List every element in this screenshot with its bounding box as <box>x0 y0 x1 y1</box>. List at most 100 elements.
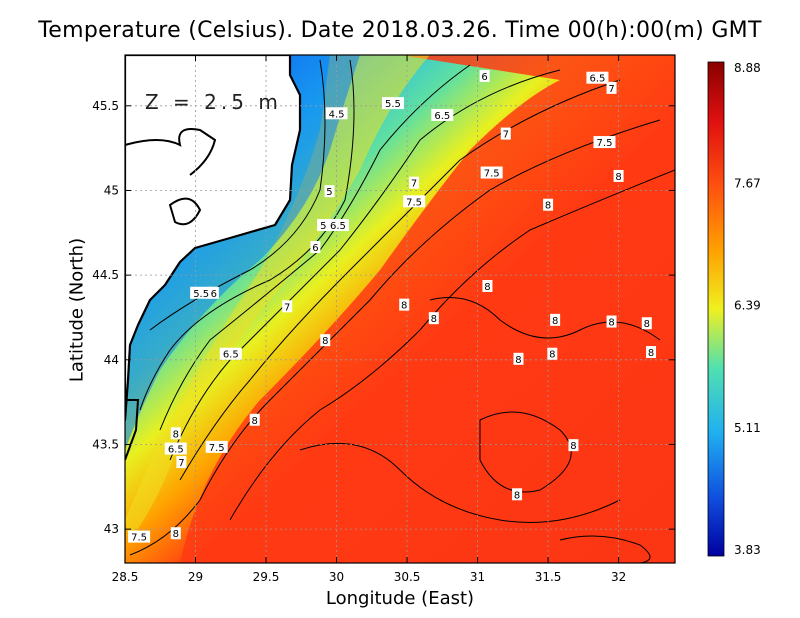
contour-label-bg <box>431 108 454 121</box>
contour-lines <box>129 59 675 563</box>
contour-label: 6.5 <box>589 74 605 85</box>
contour-label: 8 <box>615 172 621 183</box>
contour-label: 8 <box>515 355 521 366</box>
y-tick-label: 44.5 <box>92 268 119 282</box>
land-mass <box>125 55 302 422</box>
contour-line-7-5 <box>129 119 661 556</box>
contour-label-bg <box>205 440 228 453</box>
contour-label-bg <box>513 352 524 365</box>
contour-label: 7 <box>411 179 417 190</box>
contour-label: 6.5 <box>168 445 184 456</box>
contour-label-bg <box>428 312 439 325</box>
contour-label-bg <box>480 166 503 179</box>
y-tick-label: 43 <box>104 522 119 536</box>
contour-label: 7.5 <box>597 138 613 149</box>
contour-label-bg <box>613 169 624 182</box>
contour-line-5 <box>149 59 326 331</box>
contour-label: 8 <box>484 282 490 293</box>
contour-label: 5.5 <box>193 289 209 300</box>
y-tick-label: 45 <box>104 183 119 197</box>
contour-label-bg <box>512 488 523 501</box>
contour-label-bg <box>641 317 652 330</box>
southern-coast <box>125 399 140 461</box>
contour-label-bg <box>482 279 493 292</box>
x-axis-ticks: 28.5 29 29.5 30 30.5 31 31.5 32 <box>112 55 626 584</box>
contour-label-bg <box>543 198 554 211</box>
contour-label-bg <box>249 413 260 426</box>
contour-label: 8 <box>570 441 576 452</box>
contour-label: 6.5 <box>330 221 346 232</box>
contour-label-bg <box>208 286 219 299</box>
coastal-lagoon <box>125 128 217 176</box>
x-tick-label: 31.5 <box>535 570 562 584</box>
x-tick-label: 29 <box>188 570 203 584</box>
colorbar-tick-label: 5.11 <box>734 421 761 435</box>
contour-label: 6 <box>312 243 318 254</box>
contour-label-bg <box>586 71 609 84</box>
x-tick-label: 28.5 <box>112 570 139 584</box>
contour-label: 8 <box>173 429 179 440</box>
contour-line-8-southeast <box>479 411 572 493</box>
contour-label-bg <box>324 185 335 198</box>
contour-label: 7 <box>284 302 290 313</box>
colorbar-tick-label: 8.88 <box>734 61 761 75</box>
contour-label: 8 <box>401 301 407 312</box>
contour-label: 8 <box>545 201 551 212</box>
contour-label: 7.5 <box>484 169 500 180</box>
y-tick-label: 45.5 <box>92 99 119 113</box>
contour-label-bg <box>176 456 187 469</box>
y-tick-label: 43.5 <box>92 437 119 451</box>
contour-line-6-5 <box>169 69 561 461</box>
cold-water-region <box>125 55 360 450</box>
plot-frame <box>124 54 676 564</box>
contour-line-8-north <box>229 169 675 521</box>
warm-water-region <box>180 55 675 563</box>
y-tick-label: 44 <box>104 353 119 367</box>
chart-title: Temperature (Celsius). Date 2018.03.26. … <box>38 18 762 43</box>
contour-label-bg <box>282 300 293 313</box>
colorbar-tick-label: 7.67 <box>734 176 761 190</box>
colorbar-tick-label: 3.83 <box>734 543 761 557</box>
contour-label: 8 <box>252 416 258 427</box>
contour-label-bg <box>399 298 410 311</box>
contour-label: 6.5 <box>434 111 450 122</box>
contour-label-bg <box>646 346 657 359</box>
contour-label-bg <box>403 195 426 208</box>
contour-label: 7.5 <box>209 443 225 454</box>
contour-label: 6 <box>481 72 487 83</box>
contour-label: 8 <box>552 316 558 327</box>
contour-label: 7.5 <box>406 197 422 208</box>
contour-label-bg <box>550 313 561 326</box>
contour-label: 8 <box>514 490 520 501</box>
contour-line-7 <box>179 79 621 481</box>
contour-label: 8 <box>648 348 654 359</box>
contour-label-bg <box>606 315 617 328</box>
x-axis-label: Longitude (East) <box>325 588 475 609</box>
contour-label: 8 <box>608 318 614 329</box>
contour-label-bg <box>593 136 616 149</box>
contour-label: 4.5 <box>329 109 345 120</box>
y-axis-label: Latitude (North) <box>66 237 88 383</box>
contour-label: 5.5 <box>385 99 401 110</box>
x-tick-label: 30.5 <box>394 570 421 584</box>
contour-label-bg <box>170 427 181 440</box>
contour-label: 8 <box>173 529 179 540</box>
colorbar-ticks: 8.88 7.67 6.39 5.11 3.83 <box>734 61 761 557</box>
colorbar <box>707 61 725 557</box>
contour-label: 7 <box>608 84 614 95</box>
contour-label: 7 <box>178 458 184 469</box>
contour-label-bg <box>500 127 511 140</box>
contour-label: 8 <box>549 350 555 361</box>
x-tick-label: 31 <box>470 570 485 584</box>
contour-label-bg <box>568 439 579 452</box>
contour-line-8-ring <box>559 535 651 563</box>
contour-label: 8 <box>644 319 650 330</box>
contour-label-bg <box>606 81 617 94</box>
colorbar-tick-label: 6.39 <box>734 299 761 313</box>
depth-label: Z = 2.5 m <box>145 90 282 114</box>
contour-label: 6.5 <box>223 350 239 361</box>
contour-label-bg <box>310 241 321 254</box>
contour-label-bg <box>547 347 558 360</box>
contour-line-8-southwest <box>299 442 621 523</box>
contour-label-bg <box>164 442 187 455</box>
